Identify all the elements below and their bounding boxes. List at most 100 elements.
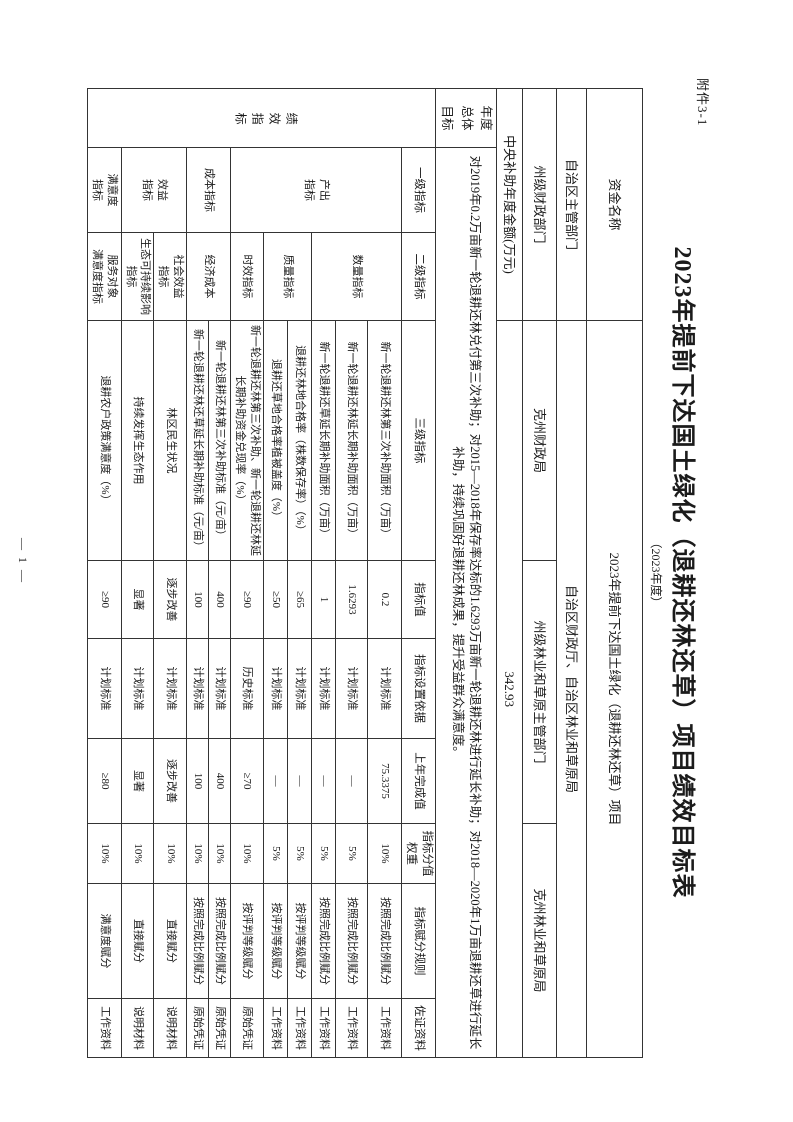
indicator-rule-cell: 满意度赋分 — [87, 883, 122, 999]
header-target-value: 指标值 — [401, 560, 436, 639]
indicator-value-cell: ≥90 — [230, 560, 264, 639]
level2-service-cell: 服务对象 满意度指标 — [87, 232, 122, 321]
indicator-weight-cell: 10% — [186, 823, 209, 884]
indicator-basis-cell: 计划标准 — [263, 638, 288, 739]
indicator-name-cell: 退耕还林地合格率（株数保存率）（%） — [287, 320, 312, 561]
indicator-weight-cell: 5% — [287, 823, 312, 884]
prefecture-finance-value: 克州财政局 — [522, 320, 557, 561]
indicator-basis-cell: 计划标准 — [121, 638, 154, 739]
prefecture-forestry-label: 州级林业和草原主管部门 — [522, 560, 557, 824]
header-level3: 三级指标 — [401, 320, 436, 561]
annual-goal-value: 对2019年0.2万亩新一轮退耕还林兑付第三次补助；对2015—2018年保存率… — [435, 147, 497, 1058]
page-title: 2023年提前下达国土绿化（退耕还林还草）项目绩效目标表 — [669, 246, 695, 899]
header-scoring-rule: 指标赋分规则 — [401, 883, 436, 999]
indicator-prev-cell: ≥80 — [87, 738, 122, 824]
indicator-prev-cell: — — [311, 738, 336, 824]
indicator-basis-cell: 计划标准 — [186, 638, 209, 739]
indicator-prev-cell: ≥70 — [230, 738, 264, 824]
prefecture-finance-label: 州级财政部门 — [522, 88, 557, 321]
indicator-value-cell: 1 — [311, 560, 336, 639]
fund-name-row: 资金名称 2023年提前下达国土绿化（退耕还林还草）项目 — [586, 88, 643, 1058]
prefecture-dept-row: 州级财政部门 克州财政局 州级林业和草原主管部门 克州林业和草原局 — [522, 88, 557, 1058]
level1-satisfaction-cell: 满意度 指标 — [87, 147, 122, 233]
central-amount-row: 中央补助年度金额(万元) 342.93 — [496, 88, 523, 1058]
indicator-prev-cell: 显著 — [121, 738, 154, 824]
side-label-text: 绩效指标 — [229, 111, 298, 126]
indicator-prev-cell: 100 — [186, 738, 209, 824]
prefecture-forestry-value: 克州林业和草原局 — [522, 823, 557, 1058]
header-level2: 二级指标 — [401, 232, 436, 321]
region-dept-value: 自治区财政厅、自治区林业和草原局 — [556, 320, 587, 1058]
indicator-rule-cell: 按评判等级赋分 — [287, 883, 312, 999]
indicator-weight-cell: 5% — [263, 823, 288, 884]
indicator-evidence-cell: 原始凭证 — [186, 998, 209, 1058]
indicator-weight-cell: 5% — [311, 823, 336, 884]
indicator-basis-cell: 计划标准 — [153, 638, 187, 739]
level1-benefit-cell: 效益 指标 — [121, 147, 187, 233]
indicator-row: 成本指标 经济成本 新一轮退耕还林第三次补助标准（元/亩） 400 计划标准 4… — [186, 89, 231, 1058]
level2-ecological-cell: 生态可持续影响指标 — [121, 232, 154, 321]
indicator-name-cell: 林区民生状况 — [153, 320, 187, 561]
indicator-weight-cell: 10% — [87, 823, 122, 884]
indicator-name-cell: 持续发挥生态作用 — [121, 320, 154, 561]
page-number: — 1 — — [16, 538, 30, 584]
level1-cost-cell: 成本指标 — [186, 147, 231, 233]
indicator-name-cell: 新一轮退耕还林第三次补助、新一轮退耕还林延长期补助资金兑现率（%） — [230, 320, 264, 561]
annual-goal-label-text: 年度总体目标 — [440, 105, 493, 131]
header-basis: 指标设置依据 — [401, 638, 436, 739]
indicator-header-row: 绩效指标 一级指标 二级指标 三级指标 指标值 指标设置依据 上年完成值 指标分… — [87, 88, 436, 1058]
indicator-evidence-cell: 工作资料 — [263, 998, 288, 1058]
level2-quantity-cell: 数量指标 — [311, 232, 402, 321]
indicator-evidence-cell: 说明材料 — [153, 998, 187, 1058]
indicator-name-cell: 新一轮退耕还草延长期补助面积（万亩） — [311, 320, 336, 561]
indicator-basis-cell: 计划标准 — [287, 638, 312, 739]
indicator-row: 时效指标 新一轮退耕还林第三次补助、新一轮退耕还林延长期补助资金兑现率（%） ≥… — [230, 89, 264, 1058]
indicator-row: 满意度 指标 服务对象 满意度指标 退耕农户政策满意度（%） ≥90 计划标准 … — [87, 89, 122, 1058]
indicator-prev-cell: — — [287, 738, 312, 824]
annual-goal-row: 年度总体目标 对2019年0.2万亩新一轮退耕还林兑付第三次补助；对2015—2… — [435, 88, 497, 1058]
indicator-evidence-cell: 工作资料 — [287, 998, 312, 1058]
side-label-cell: 绩效指标 — [87, 88, 436, 148]
level2-timeliness-cell: 时效指标 — [230, 232, 264, 321]
indicator-rule-cell: 直接赋分 — [121, 883, 154, 999]
indicator-rule-cell: 按评判等级赋分 — [230, 883, 264, 999]
central-amount-label: 中央补助年度金额(万元) — [496, 88, 523, 321]
header-evidence: 佐证资料 — [401, 998, 436, 1058]
indicator-prev-cell: 75.3375 — [367, 738, 402, 824]
indicator-basis-cell: 计划标准 — [311, 638, 336, 739]
indicator-row: 生态可持续影响指标 持续发挥生态作用 显著 计划标准 显著 10% 直接赋分 说… — [121, 89, 154, 1058]
fund-name-label: 资金名称 — [586, 88, 643, 321]
indicator-prev-cell: 400 — [208, 738, 231, 824]
indicator-basis-cell: 计划标准 — [208, 638, 231, 739]
indicator-row: 效益 指标 社会效益 指标 林区民生状况 逐步改善 计划标准 逐步改善 10% … — [121, 89, 187, 1058]
indicator-evidence-cell: 工作资料 — [335, 998, 368, 1058]
indicator-rule-cell: 按照完成比例赋分 — [208, 883, 231, 999]
indicator-name-cell: 新一轮退耕还林第三次补助面积（万亩） — [367, 320, 402, 561]
indicator-value-cell: 1.6293 — [335, 560, 368, 639]
indicator-prev-cell: — — [335, 738, 368, 824]
region-dept-label: 自治区主管部门 — [556, 88, 587, 321]
level1-output-cell: 产出 指标 — [230, 147, 402, 233]
indicator-evidence-cell: 工作资料 — [311, 998, 336, 1058]
indicator-weight-cell: 10% — [153, 823, 187, 884]
indicator-prev-cell: — — [263, 738, 288, 824]
indicator-name-cell: 新一轮退耕还林延长期补助面积（万亩） — [335, 320, 368, 561]
indicator-basis-cell: 计划标准 — [87, 638, 122, 739]
indicator-name-cell: 新一轮退耕还林第三次补助标准（元/亩） — [208, 320, 231, 561]
indicator-value-cell: ≥65 — [287, 560, 312, 639]
indicator-row: 质量指标 退耕还林地合格率（株数保存率）（%） ≥65 计划标准 — 5% 按评… — [263, 89, 312, 1058]
indicator-basis-cell: 计划标准 — [335, 638, 368, 739]
indicator-name-cell: 退耕农户政策满意度（%） — [87, 320, 122, 561]
indicator-prev-cell: 逐步改善 — [153, 738, 187, 824]
header-weight: 指标分值 权重 — [401, 823, 436, 884]
indicator-basis-cell: 历史标准 — [230, 638, 264, 739]
indicator-name-cell: 退耕还草地合格率植被盖度（%） — [263, 320, 288, 561]
level2-social-cell: 社会效益 指标 — [153, 232, 187, 321]
indicator-value-cell: 100 — [186, 560, 209, 639]
indicator-name-cell: 新一轮退耕还林还草延长期补助标准（元/亩） — [186, 320, 209, 561]
annual-goal-label: 年度总体目标 — [435, 88, 497, 148]
indicator-evidence-cell: 原始凭证 — [208, 998, 231, 1058]
indicator-evidence-cell: 原始凭证 — [230, 998, 264, 1058]
performance-target-table: 资金名称 2023年提前下达国土绿化（退耕还林还草）项目 自治区主管部门 自治区… — [87, 88, 643, 1058]
indicator-rule-cell: 按照完成比例赋分 — [367, 883, 402, 999]
